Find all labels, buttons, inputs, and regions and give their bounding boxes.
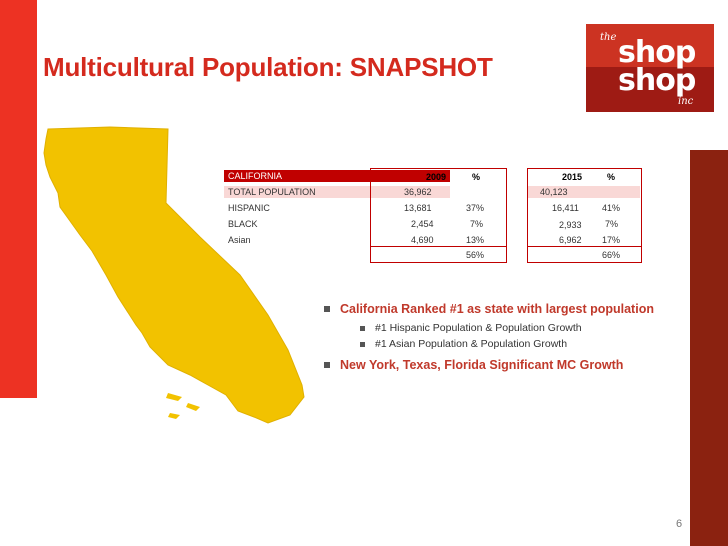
row-pct-2009: 37% <box>466 203 485 213</box>
row-pct-2009: 13% <box>466 235 485 245</box>
total-line-2015 <box>527 246 642 247</box>
row-pct-2015: 41% <box>602 203 621 213</box>
row-value-2015: 40,123 <box>540 187 568 197</box>
table-highlight-row <box>224 186 450 198</box>
row-value-2015: 16,411 <box>552 203 579 213</box>
bullet-text: California Ranked #1 as state with large… <box>340 302 654 316</box>
logo-text-shop-1: shop <box>618 35 696 70</box>
table-header-2015: 2015 <box>562 172 583 182</box>
logo-band <box>586 67 714 112</box>
island-1 <box>166 393 182 401</box>
table-header-2009: 2009 <box>426 172 447 182</box>
logo-text-shop-2: shop <box>618 63 696 98</box>
page-number: 6 <box>676 518 683 530</box>
table-header-label: CALIFORNIA <box>228 171 283 181</box>
table-header-bar <box>224 170 450 182</box>
table-header-pct-2009: % <box>472 172 481 182</box>
row-label: HISPANIC <box>228 203 270 213</box>
bullet-square-icon <box>360 325 365 331</box>
left-accent-bar <box>0 0 37 398</box>
island-3 <box>168 413 180 419</box>
bullet-item: California Ranked #1 as state with large… <box>324 302 694 316</box>
bullet-item: New York, Texas, Florida Significant MC … <box>324 358 694 372</box>
row-value-2015: 6,962 <box>559 235 582 245</box>
california-map <box>43 126 305 424</box>
bullet-square-icon <box>324 306 330 312</box>
total-pct-2009: 56% <box>466 250 485 260</box>
bullet-square-icon <box>360 341 365 347</box>
row-value-2015: 2,933 <box>559 220 582 230</box>
sub-bullet-item: #1 Hispanic Population & Population Grow… <box>360 322 694 334</box>
row-pct-2009: 7% <box>470 219 484 229</box>
row-label: BLACK <box>228 219 258 229</box>
table-2015-box <box>527 168 642 263</box>
slide-title: Multicultural Population: SNAPSHOT <box>43 52 493 82</box>
logo-text-the: the <box>600 32 617 43</box>
bullet-text: New York, Texas, Florida Significant MC … <box>340 358 624 372</box>
table-header-pct-2015: % <box>607 172 616 182</box>
sub-bullet-item: #1 Asian Population & Population Growth <box>360 338 694 350</box>
row-value-2009: 4,690 <box>411 235 434 245</box>
sub-bullet-text: #1 Asian Population & Population Growth <box>375 338 568 350</box>
row-label: TOTAL POPULATION <box>228 187 316 197</box>
row-value-2009: 36,962 <box>404 187 432 197</box>
table-highlight-row-2015 <box>527 186 640 198</box>
row-label: Asian <box>228 235 251 245</box>
total-pct-2015: 66% <box>602 250 621 260</box>
row-pct-2015: 7% <box>605 219 619 229</box>
company-logo: the shop shop inc <box>586 24 714 112</box>
sub-bullet-text: #1 Hispanic Population & Population Grow… <box>375 322 582 334</box>
right-accent-bar <box>690 150 728 546</box>
row-pct-2015: 17% <box>602 235 621 245</box>
island-2 <box>186 403 200 411</box>
logo-text-inc: inc <box>678 96 694 107</box>
bullet-list: California Ranked #1 as state with large… <box>324 302 694 378</box>
bullet-square-icon <box>324 362 330 368</box>
row-value-2009: 13,681 <box>404 203 432 213</box>
table-2009-box <box>370 168 507 263</box>
row-value-2009: 2,454 <box>411 219 434 229</box>
total-line-2009 <box>370 246 507 247</box>
california-shape <box>43 126 305 424</box>
